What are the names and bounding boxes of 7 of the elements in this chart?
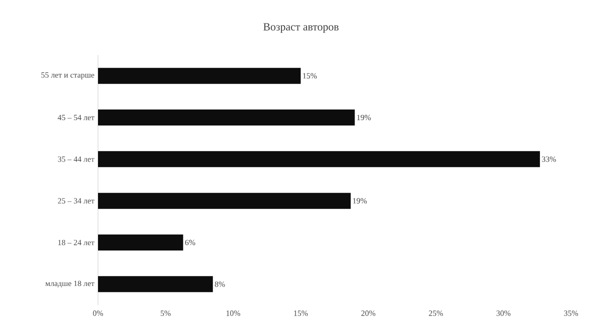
- bar: [98, 234, 184, 250]
- bar: [98, 109, 355, 126]
- bar: [98, 192, 351, 209]
- bar: [98, 276, 213, 292]
- chart-title: Возраст авторов: [263, 23, 339, 33]
- bar: [98, 151, 540, 168]
- bar: [98, 68, 301, 84]
